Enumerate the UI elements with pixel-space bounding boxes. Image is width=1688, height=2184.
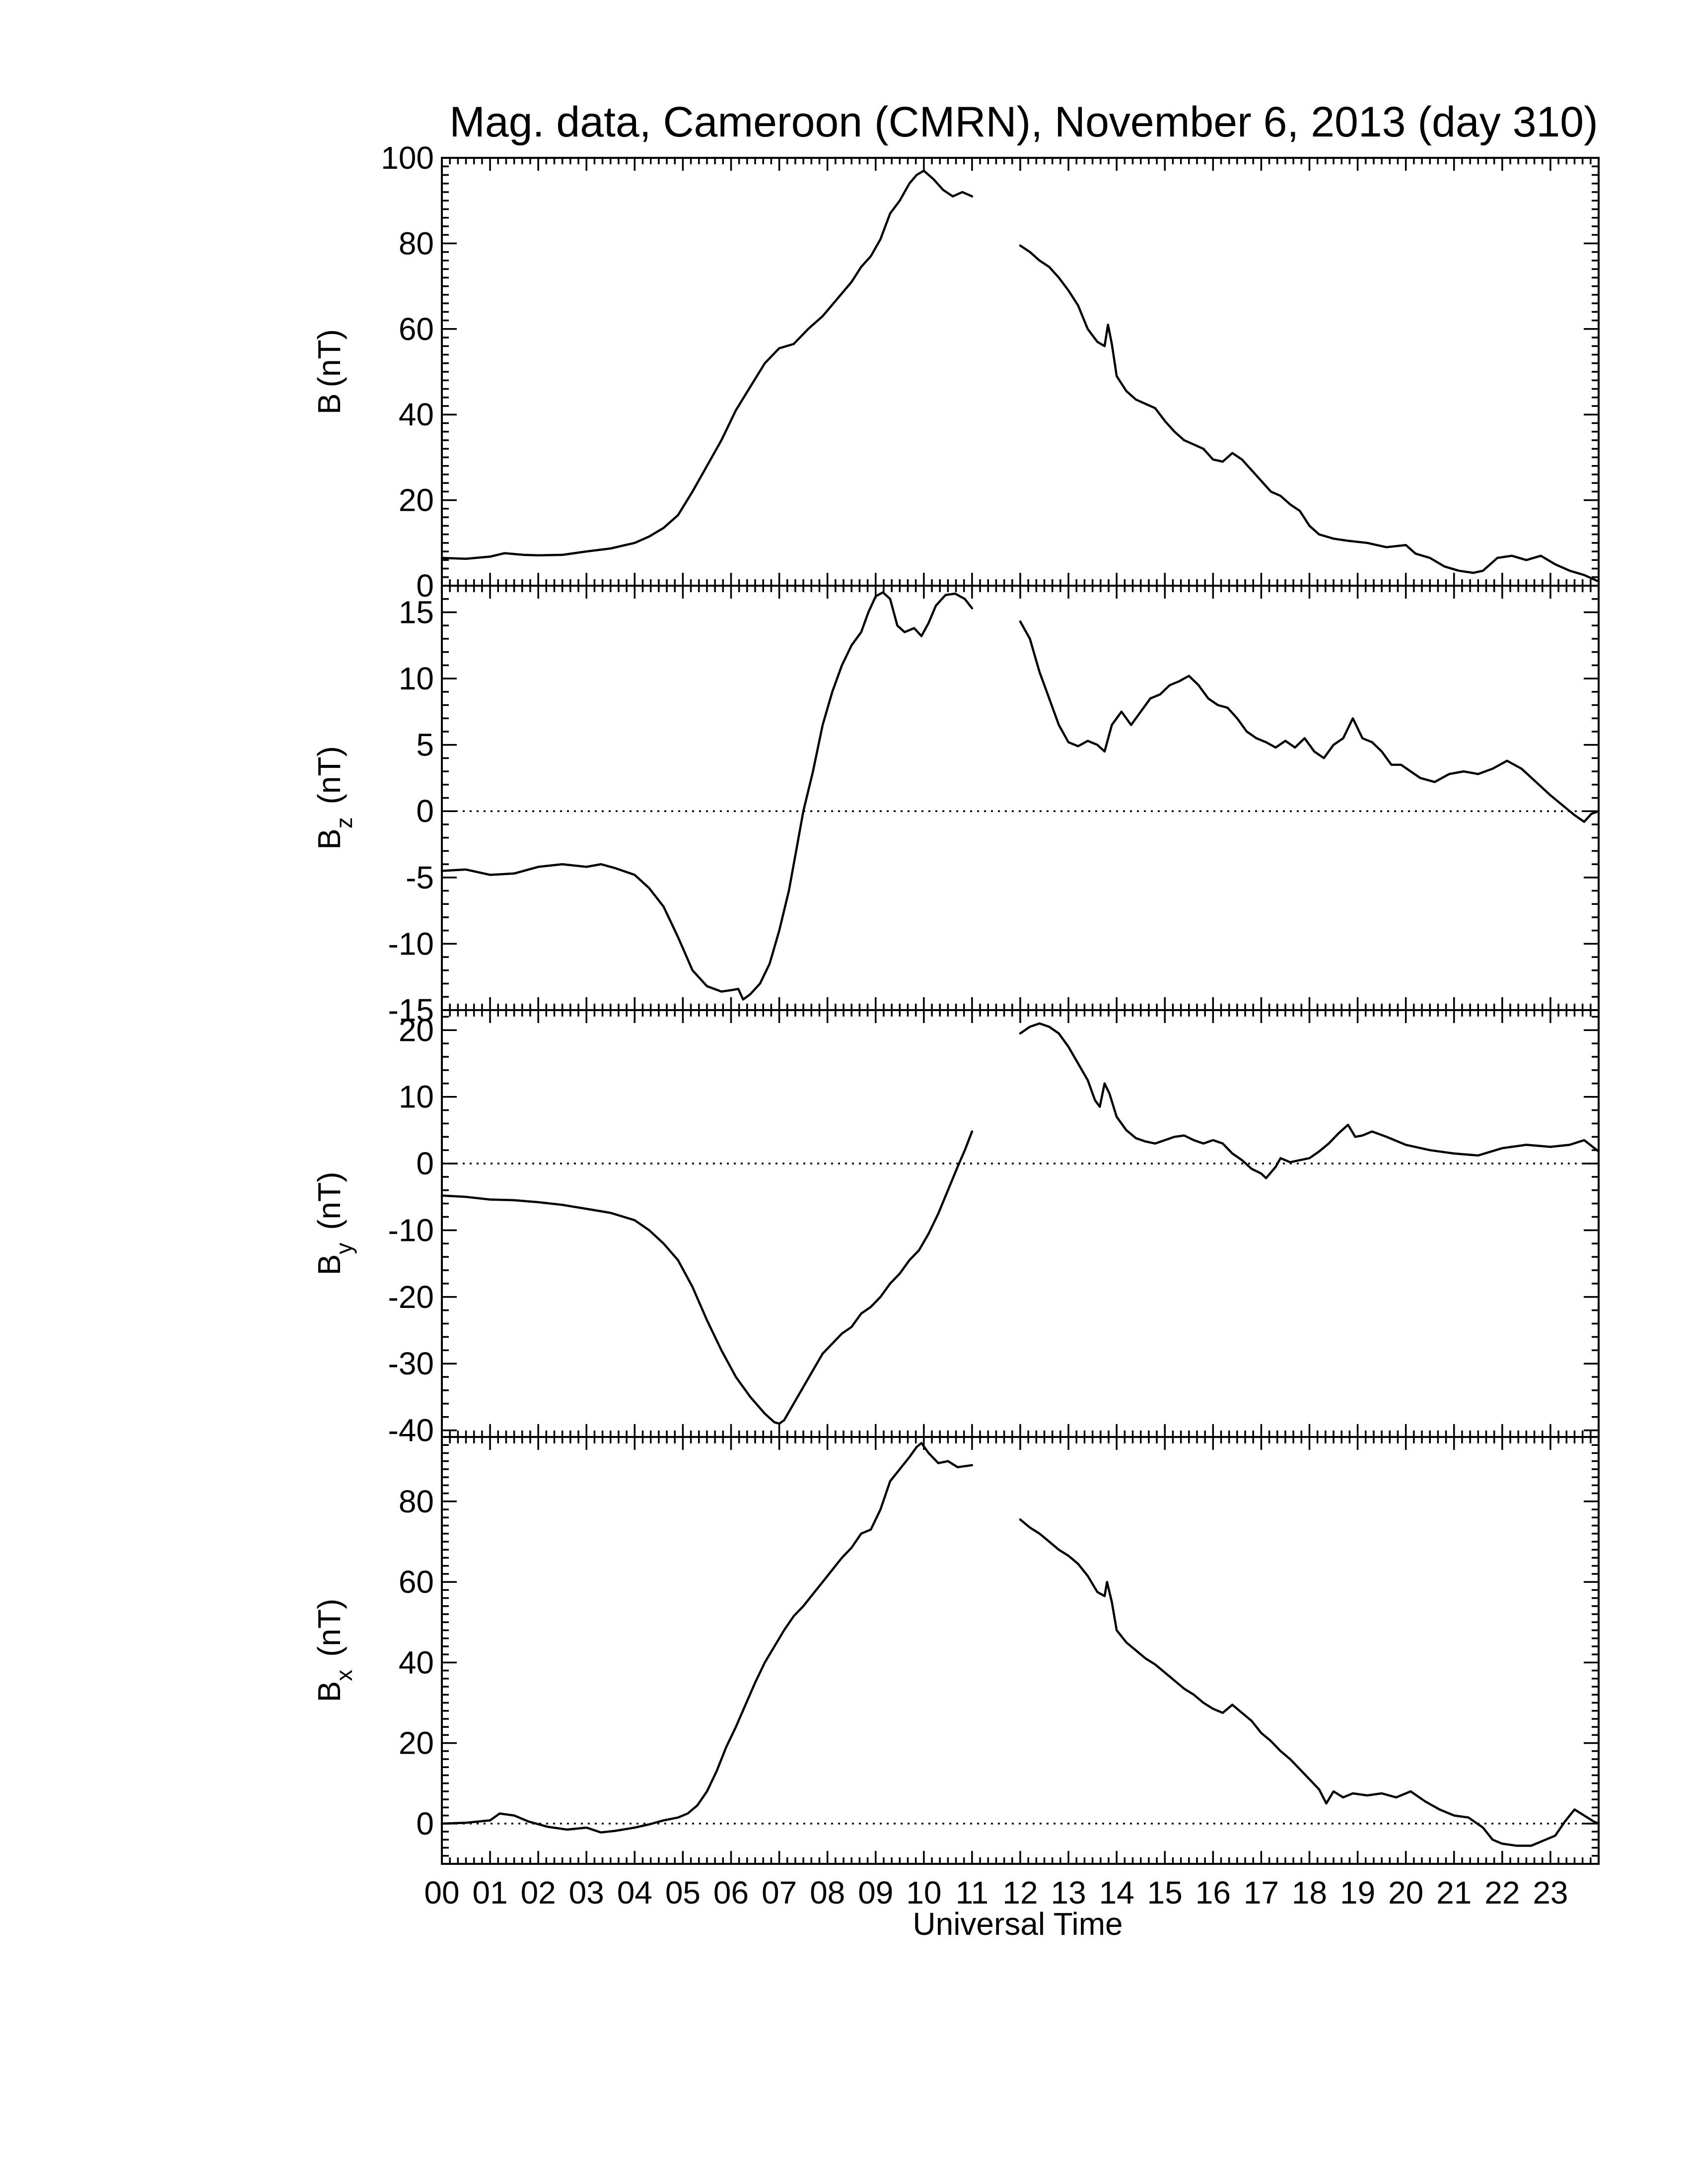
y-axis-label: By (nT): [311, 1172, 357, 1276]
panel-frame: [441, 157, 1600, 587]
y-tick-label: 0: [416, 1806, 434, 1842]
y-tick-label: 80: [399, 1484, 434, 1519]
y-tick-label: 0: [416, 793, 434, 829]
series-bx-line-after-gap: [1019, 1518, 1600, 1847]
panel-frame: [441, 1436, 1600, 1865]
y-tick-label: 40: [399, 397, 434, 432]
y-tick-label: 10: [399, 661, 434, 696]
panel-bz: -15 -10 -5 0 5 10 15 Bz (nT): [311, 585, 1600, 1028]
x-tick-label: 02: [521, 1875, 556, 1911]
x-tick-label: 18: [1292, 1875, 1327, 1911]
x-tick-label: 14: [1099, 1875, 1134, 1911]
x-tick-label: 19: [1340, 1875, 1375, 1911]
y-tick-label: 20: [399, 1012, 434, 1048]
x-tick-label: 17: [1244, 1875, 1279, 1911]
y-tick-label: 80: [399, 225, 434, 261]
y-axis-label-subscript: x: [331, 1670, 357, 1681]
y-axis-label-unit: (nT): [311, 746, 347, 813]
y-tick-label: -40: [388, 1413, 434, 1448]
x-tick-label: 12: [1002, 1875, 1038, 1911]
x-tick-label: 05: [665, 1875, 701, 1911]
y-axis-label-main: B: [311, 393, 347, 414]
x-tick-label: 23: [1533, 1875, 1568, 1911]
y-tick-label: -15: [388, 992, 434, 1028]
y-axis-label-subscript: z: [331, 817, 357, 828]
y-axis-label-unit: (nT): [311, 1172, 347, 1239]
x-tick-label: 04: [617, 1875, 652, 1911]
y-axis-label-unit: (nT): [311, 1599, 347, 1666]
y-tick-label: 60: [399, 311, 434, 347]
y-tick-label: 15: [399, 594, 434, 630]
y-tick-label: 0: [416, 568, 434, 604]
series-bz-line-after-gap: [1019, 620, 1600, 823]
panel-frame: [441, 1009, 1600, 1438]
panel-b: 0 20 40 60 80 100 B (nT): [311, 140, 1600, 604]
panel-by: -40 -30 -20 -10 0 10 20 By (nT): [311, 1009, 1600, 1448]
y-tick-label: 40: [399, 1644, 434, 1680]
x-tick-label: 01: [472, 1875, 507, 1911]
x-tick-label: 10: [906, 1875, 941, 1911]
x-tick-label: 13: [1051, 1875, 1086, 1911]
y-axis-label-main: B: [311, 828, 347, 850]
x-tick-label: 06: [713, 1875, 749, 1911]
x-axis: 00 01 02 03 04 05 06 07 08 09 10 11 12 13 14 15 16 17 18 19…: [424, 1875, 1568, 1911]
y-tick-label: -30: [388, 1346, 434, 1381]
chart-title: Mag. data, Cameroon (CMRN), November 6, …: [449, 98, 1598, 146]
y-axis-label-main: B: [311, 1681, 347, 1703]
series-b-line-before-gap: [440, 169, 974, 560]
x-tick-label: 20: [1388, 1875, 1423, 1911]
y-tick-label: -10: [388, 1212, 434, 1248]
y-tick-label: 60: [399, 1564, 434, 1600]
panel-bx: 0 20 40 60 80 Bx (nT): [311, 1436, 1600, 1865]
y-tick-label: 20: [399, 482, 434, 518]
y-tick-label: 100: [381, 140, 434, 176]
x-tick-label: 11: [956, 1875, 988, 1911]
y-tick-label: 10: [399, 1079, 434, 1115]
y-axis-label-unit: (nT): [311, 329, 347, 387]
y-axis-label: Bz (nT): [311, 746, 357, 850]
x-tick-label: 09: [858, 1875, 893, 1911]
series-b-line-after-gap: [1019, 244, 1600, 583]
series-bz-line-before-gap: [440, 591, 974, 1001]
series-by-line-after-gap: [1019, 1022, 1600, 1179]
x-tick-label: 07: [762, 1875, 797, 1911]
x-tick-label: 22: [1484, 1875, 1520, 1911]
y-tick-label: -20: [388, 1279, 434, 1315]
y-axis-label: B (nT): [311, 329, 347, 414]
panel-frame: [441, 585, 1600, 1011]
y-axis-label-main: B: [311, 1254, 347, 1276]
y-axis-label-subscript: y: [331, 1243, 357, 1254]
x-tick-label: 08: [810, 1875, 845, 1911]
x-tick-label: 00: [424, 1875, 459, 1911]
series-bx-line-before-gap: [440, 1441, 974, 1834]
y-tick-label: 5: [416, 727, 434, 763]
x-axis-label: Universal Time: [913, 1906, 1123, 1942]
series-by-line-before-gap: [440, 1130, 974, 1425]
x-tick-label: 21: [1436, 1875, 1472, 1911]
x-tick-label: 16: [1196, 1875, 1231, 1911]
y-tick-label: -5: [406, 860, 434, 895]
x-tick-label: 03: [569, 1875, 604, 1911]
x-tick-label: 15: [1147, 1875, 1183, 1911]
y-tick-label: 20: [399, 1725, 434, 1761]
y-axis-label: Bx (nT): [311, 1599, 357, 1703]
y-tick-label: 0: [416, 1146, 434, 1181]
y-tick-label: -10: [388, 926, 434, 961]
